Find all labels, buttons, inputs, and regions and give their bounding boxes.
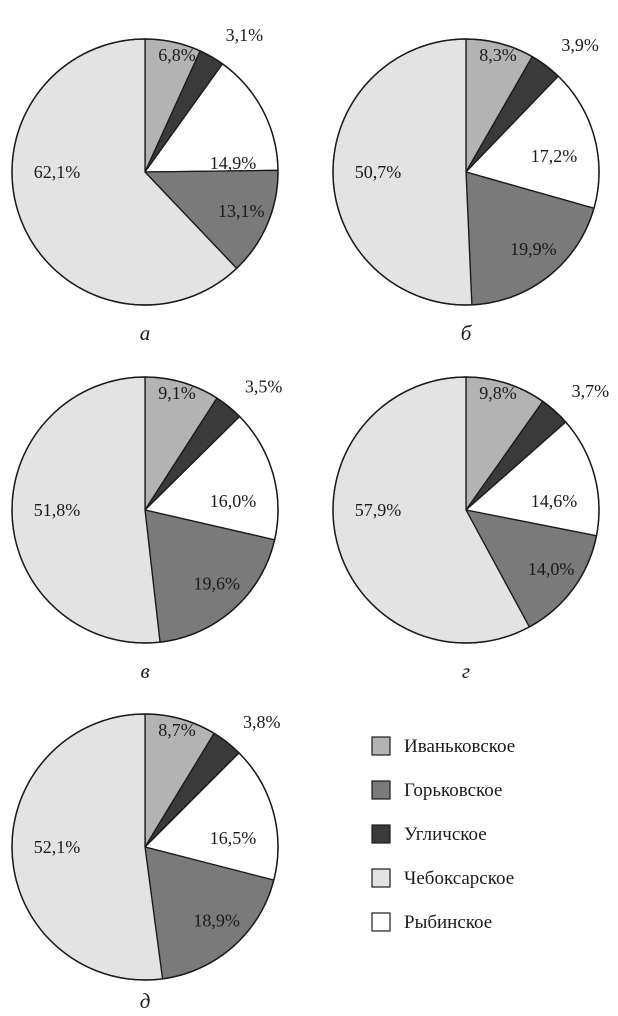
slice-label: 13,1% <box>218 201 265 221</box>
legend: Иваньковское Горьковское Угличское Чебоксар… <box>371 736 515 933</box>
slice-label: 19,6% <box>194 573 241 593</box>
legend-label: Чебоксарское <box>404 868 514 889</box>
legend-swatch <box>371 868 391 888</box>
slice-label: 18,9% <box>193 911 240 931</box>
chart-caption: г <box>462 659 470 683</box>
slice-label: 3,9% <box>561 35 599 55</box>
slice-label: 14,6% <box>531 491 578 511</box>
legend-swatch <box>371 780 391 800</box>
slice-label: 17,2% <box>531 146 578 166</box>
legend-label: Угличское <box>404 824 487 845</box>
slice-label: 51,8% <box>34 500 81 520</box>
pie-chart-3: 9,1% 3,5% 16,0% 19,6% 51,8% в <box>11 376 283 683</box>
pie-outline <box>11 376 279 644</box>
slice-label: 3,7% <box>572 381 610 401</box>
slice-label: 52,1% <box>34 837 81 857</box>
pie-outline <box>332 38 600 306</box>
pie-chart-1: 6,8% 3,1% 14,9% 13,1% 62,1% а <box>11 25 279 345</box>
legend-swatch <box>371 824 391 844</box>
pie-outline <box>11 713 279 981</box>
chart-caption: б <box>461 321 473 345</box>
slice-label: 9,8% <box>479 383 517 403</box>
legend-item: Горьковское <box>371 780 502 801</box>
chart-caption: в <box>140 659 149 683</box>
pie-chart-5: 8,7% 3,8% 16,5% 18,9% 52,1% д <box>11 712 281 1013</box>
chart-caption: д <box>140 989 151 1013</box>
slice-label: 16,5% <box>210 828 257 848</box>
legend-label: Иваньковское <box>404 736 515 757</box>
pie-outline <box>332 376 600 644</box>
slice-label: 14,9% <box>210 153 257 173</box>
slice-label: 62,1% <box>34 162 81 182</box>
legend-swatch <box>371 912 391 932</box>
slice-label: 50,7% <box>355 162 402 182</box>
pie-outline <box>11 38 279 306</box>
slice-label: 6,8% <box>158 45 196 65</box>
slice-label: 57,9% <box>355 500 402 520</box>
slice-label: 3,1% <box>226 25 264 45</box>
slice-label: 14,0% <box>528 559 575 579</box>
legend-item: Рыбинское <box>371 912 492 933</box>
slice-label: 8,7% <box>158 720 196 740</box>
slice-label: 3,8% <box>243 712 281 732</box>
slice-label: 16,0% <box>210 491 257 511</box>
legend-item: Иваньковское <box>371 736 515 757</box>
slice-label: 8,3% <box>479 45 517 65</box>
slice-label: 9,1% <box>158 383 196 403</box>
slice-label: 19,9% <box>510 239 557 259</box>
chart-caption: а <box>140 321 151 345</box>
charts-group: 6,8% 3,1% 14,9% 13,1% 62,1% а 8,3% 3,9% 17,2% 19,… <box>11 25 610 1013</box>
legend-swatch <box>371 736 391 756</box>
legend-item: Чебоксарское <box>371 868 514 889</box>
pie-chart-2: 8,3% 3,9% 17,2% 19,9% 50,7% б <box>332 35 600 345</box>
legend-label: Горьковское <box>404 780 502 801</box>
legend-label: Рыбинское <box>404 912 492 933</box>
slice-label: 3,5% <box>245 376 283 396</box>
legend-item: Угличское <box>371 824 487 845</box>
pie-chart-4: 9,8% 3,7% 14,6% 14,0% 57,9% г <box>332 376 610 683</box>
